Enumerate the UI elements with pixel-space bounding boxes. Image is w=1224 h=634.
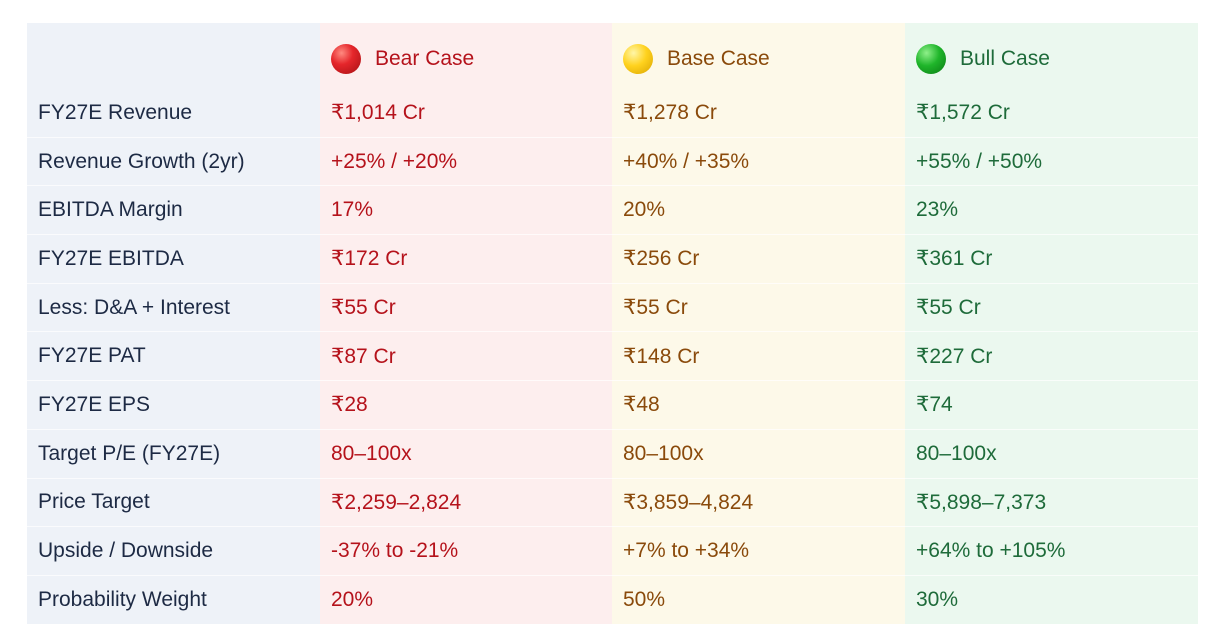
bull-value: +64% to +105%: [905, 526, 1198, 576]
base-value: 50%: [612, 574, 905, 624]
row-label: Probability Weight: [27, 574, 320, 624]
bear-value: +25% / +20%: [320, 136, 612, 186]
row-label: FY27E EPS: [27, 380, 320, 430]
table-row: FY27E EPS ₹28 ₹48 ₹74: [27, 380, 1198, 430]
base-value: ₹256 Cr: [612, 234, 905, 284]
base-value: 20%: [612, 185, 905, 235]
header-corner-cell: [27, 23, 320, 89]
header-bear-case: Bear Case: [320, 23, 612, 89]
table-row: Less: D&A + Interest ₹55 Cr ₹55 Cr ₹55 C…: [27, 282, 1198, 332]
bull-value: +55% / +50%: [905, 136, 1198, 186]
bear-value: 20%: [320, 574, 612, 624]
bull-value: ₹5,898–7,373: [905, 477, 1198, 527]
base-value: +7% to +34%: [612, 526, 905, 576]
bear-value: ₹2,259–2,824: [320, 477, 612, 527]
table-row: Target P/E (FY27E) 80–100x 80–100x 80–10…: [27, 428, 1198, 478]
header-base-case: Base Case: [612, 23, 905, 89]
bull-value: ₹55 Cr: [905, 282, 1198, 332]
bull-case-label: Bull Case: [960, 47, 1050, 70]
base-value: 80–100x: [612, 428, 905, 478]
row-label: Revenue Growth (2yr): [27, 136, 320, 186]
yellow-circle-icon: [623, 44, 653, 74]
row-label: EBITDA Margin: [27, 185, 320, 235]
table-row: FY27E EBITDA ₹172 Cr ₹256 Cr ₹361 Cr: [27, 234, 1198, 284]
table-row: Upside / Downside -37% to -21% +7% to +3…: [27, 526, 1198, 576]
table-row: Price Target ₹2,259–2,824 ₹3,859–4,824 ₹…: [27, 477, 1198, 527]
table-row: FY27E Revenue ₹1,014 Cr ₹1,278 Cr ₹1,572…: [27, 89, 1198, 138]
base-value: ₹55 Cr: [612, 282, 905, 332]
header-bull-case: Bull Case: [905, 23, 1198, 89]
row-label: FY27E Revenue: [27, 89, 320, 138]
table-row: EBITDA Margin 17% 20% 23%: [27, 185, 1198, 235]
red-circle-icon: [331, 44, 361, 74]
bull-value: 80–100x: [905, 428, 1198, 478]
bull-value: 23%: [905, 185, 1198, 235]
row-label: FY27E PAT: [27, 331, 320, 381]
header-row: Bear Case Base Case Bull Case: [27, 23, 1198, 89]
base-value: +40% / +35%: [612, 136, 905, 186]
bear-value: 17%: [320, 185, 612, 235]
bear-value: ₹28: [320, 380, 612, 430]
row-label: Target P/E (FY27E): [27, 428, 320, 478]
base-case-label: Base Case: [667, 47, 770, 70]
bear-value: -37% to -21%: [320, 526, 612, 576]
bear-case-label: Bear Case: [375, 47, 475, 70]
base-value: ₹48: [612, 380, 905, 430]
row-label: Upside / Downside: [27, 526, 320, 576]
bull-value: ₹361 Cr: [905, 234, 1198, 284]
row-label: Price Target: [27, 477, 320, 527]
table-row: Probability Weight 20% 50% 30%: [27, 574, 1198, 624]
bear-value: ₹1,014 Cr: [320, 89, 612, 138]
bull-value: ₹74: [905, 380, 1198, 430]
bull-value: ₹1,572 Cr: [905, 89, 1198, 138]
bear-value: ₹172 Cr: [320, 234, 612, 284]
table-row: FY27E PAT ₹87 Cr ₹148 Cr ₹227 Cr: [27, 331, 1198, 381]
base-value: ₹148 Cr: [612, 331, 905, 381]
row-label: Less: D&A + Interest: [27, 282, 320, 332]
base-value: ₹3,859–4,824: [612, 477, 905, 527]
row-label: FY27E EBITDA: [27, 234, 320, 284]
bull-value: 30%: [905, 574, 1198, 624]
bear-value: 80–100x: [320, 428, 612, 478]
table-row: Revenue Growth (2yr) +25% / +20% +40% / …: [27, 136, 1198, 186]
base-value: ₹1,278 Cr: [612, 89, 905, 138]
green-circle-icon: [916, 44, 946, 74]
bull-value: ₹227 Cr: [905, 331, 1198, 381]
scenario-table: Bear Case Base Case Bull Case FY27E Reve…: [27, 23, 1198, 624]
bear-value: ₹55 Cr: [320, 282, 612, 332]
bear-value: ₹87 Cr: [320, 331, 612, 381]
